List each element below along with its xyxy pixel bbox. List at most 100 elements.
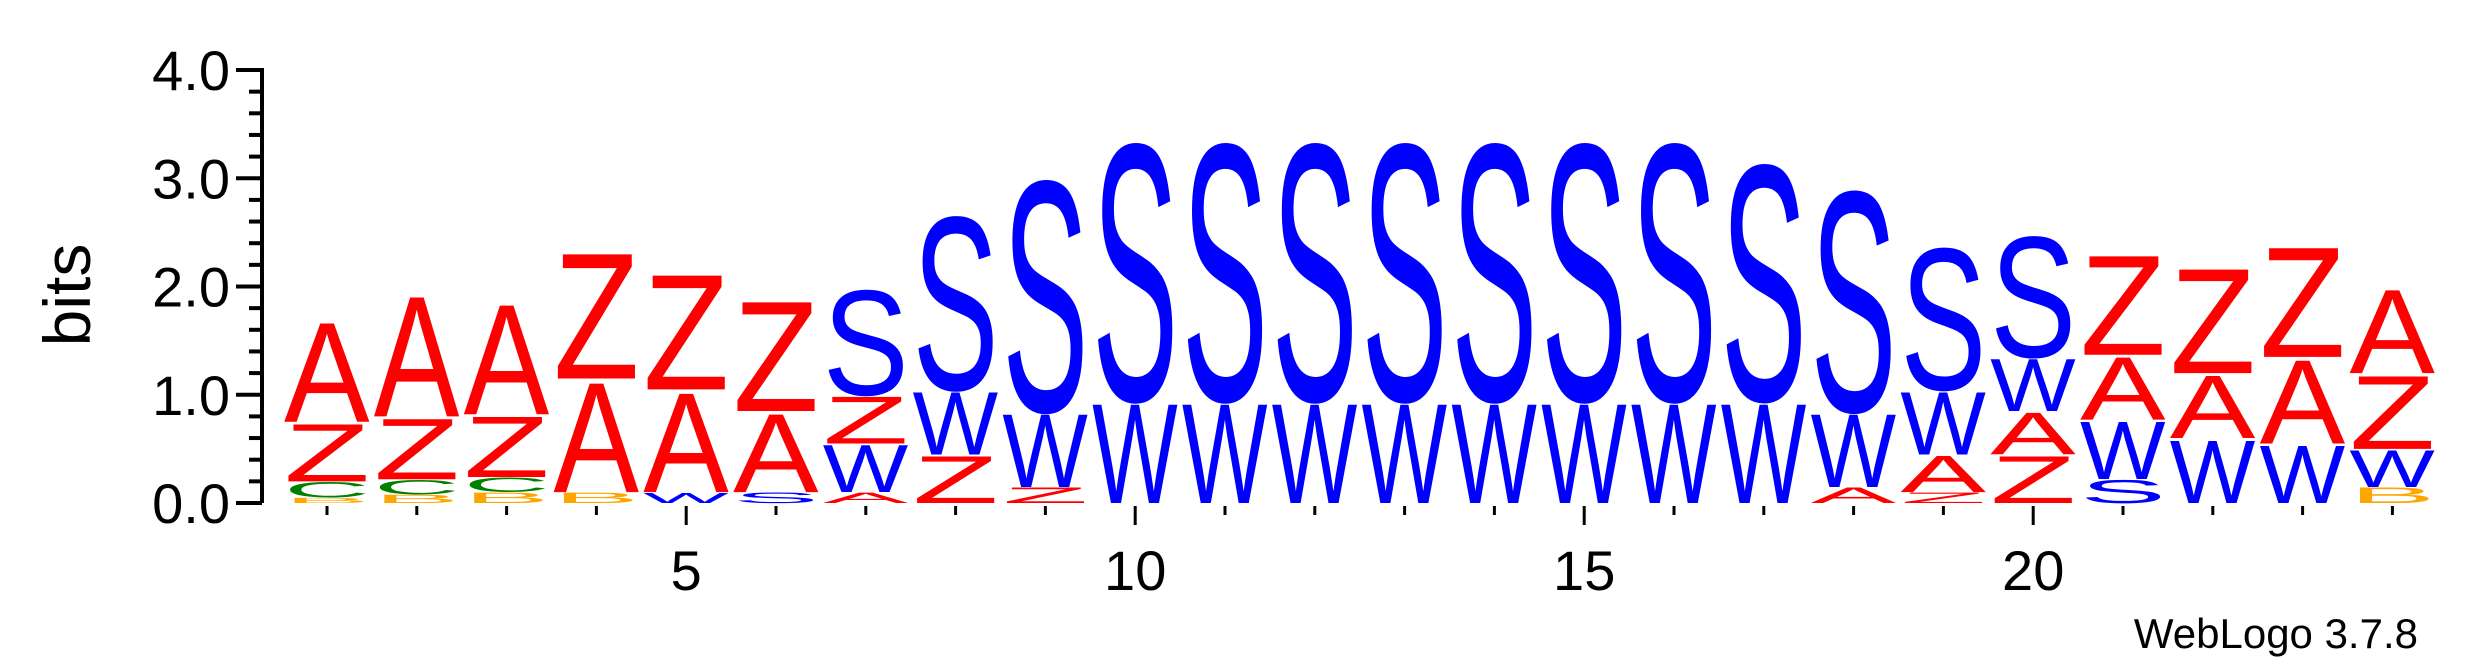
glyph-Z: Z bbox=[553, 217, 639, 418]
glyph-S: S bbox=[733, 490, 819, 507]
glyph-A: A bbox=[1811, 483, 1897, 508]
glyph-S: S bbox=[823, 258, 909, 427]
glyph-Z: Z bbox=[2080, 227, 2166, 386]
glyph-A: A bbox=[284, 292, 370, 452]
stack-position-8: ZWS bbox=[913, 165, 999, 518]
glyph-S: S bbox=[1990, 202, 2076, 395]
glyph-A: A bbox=[2260, 335, 2346, 469]
glyph-Z: Z bbox=[1900, 489, 1986, 506]
glyph-Z: Z bbox=[823, 383, 909, 458]
glyph-S: S bbox=[1721, 95, 1807, 473]
glyph-S: S bbox=[1451, 68, 1537, 479]
glyph-W: W bbox=[823, 431, 909, 506]
glyph-S: S bbox=[2080, 473, 2166, 510]
glyph-Z: Z bbox=[284, 407, 370, 499]
glyph-S: S bbox=[1272, 68, 1358, 479]
glyph-W: W bbox=[2349, 439, 2435, 498]
y-tick-label: 1.0 bbox=[152, 364, 230, 427]
glyph-A: A bbox=[823, 490, 909, 507]
glyph-B: B bbox=[2349, 483, 2435, 508]
glyph-A: A bbox=[374, 261, 460, 454]
glyph-C: C bbox=[374, 476, 460, 499]
stack-position-22: WAZ bbox=[2170, 237, 2256, 523]
glyph-S: S bbox=[1182, 68, 1268, 479]
glyph-A: A bbox=[2080, 338, 2166, 439]
glyph-A: A bbox=[643, 363, 729, 523]
glyph-C: C bbox=[464, 473, 550, 496]
stack-position-5: WAZ bbox=[643, 240, 729, 523]
glyph-W: W bbox=[643, 489, 729, 506]
y-tick-label: 3.0 bbox=[152, 147, 230, 210]
glyph-Z: Z bbox=[733, 268, 819, 444]
stack-position-4: BAZ bbox=[553, 217, 639, 526]
glyph-Z: Z bbox=[2170, 237, 2256, 405]
glyph-W: W bbox=[1900, 373, 1985, 474]
x-axis: 5 10 15 20 bbox=[325, 506, 2394, 602]
stack-position-9: ZWS bbox=[1002, 113, 1088, 509]
stack-position-17: WS bbox=[1721, 95, 1807, 534]
stack-position-13: WS bbox=[1362, 68, 1448, 534]
glyph-A: A bbox=[1990, 400, 2076, 467]
glyph-B: B bbox=[374, 492, 460, 505]
glyph-C: C bbox=[284, 477, 370, 502]
glyph-B: B bbox=[464, 490, 550, 507]
glyph-Z: Z bbox=[1002, 483, 1088, 508]
x-tick-label: 5 bbox=[671, 539, 702, 602]
glyph-S: S bbox=[1541, 68, 1627, 479]
stack-position-16: WS bbox=[1631, 68, 1717, 534]
glyph-Z: Z bbox=[374, 400, 460, 498]
y-tick-label: 4.0 bbox=[152, 39, 230, 102]
glyph-Z: Z bbox=[2349, 354, 2435, 472]
y-tick-label: 2.0 bbox=[152, 256, 230, 319]
glyph-B: B bbox=[284, 496, 370, 504]
x-tick-label: 10 bbox=[1104, 539, 1166, 602]
stack-position-23: WAZ bbox=[2260, 214, 2346, 521]
glyph-S: S bbox=[913, 165, 999, 442]
glyph-Z: Z bbox=[464, 398, 550, 496]
glyph-S: S bbox=[1631, 68, 1717, 479]
y-axis: 0.0 1.0 2.0 3.0 4.0 bbox=[152, 39, 264, 535]
glyph-S: S bbox=[1362, 68, 1448, 479]
stack-position-14: WS bbox=[1451, 68, 1537, 534]
glyph-A: A bbox=[733, 390, 819, 516]
x-tick-label: 15 bbox=[1553, 539, 1615, 602]
stack-position-15: WS bbox=[1541, 68, 1627, 534]
stack-position-18: AWS bbox=[1811, 127, 1897, 509]
glyph-A: A bbox=[553, 351, 639, 527]
glyph-A: A bbox=[2170, 357, 2256, 458]
stack-position-11: WS bbox=[1182, 68, 1268, 534]
glyph-Z: Z bbox=[1990, 442, 2076, 517]
glyph-S: S bbox=[1002, 113, 1088, 482]
glyph-S: S bbox=[1900, 207, 1986, 434]
stack-position-12: WS bbox=[1272, 68, 1358, 534]
glyph-Z: Z bbox=[2260, 214, 2346, 390]
glyph-Z: Z bbox=[913, 442, 999, 517]
glyph-A: A bbox=[1900, 444, 1986, 503]
glyph-B: B bbox=[553, 490, 639, 507]
glyph-S: S bbox=[1811, 127, 1897, 479]
y-axis-title: bits bbox=[30, 244, 104, 347]
glyph-Z: Z bbox=[643, 240, 729, 425]
y-tick-label: 0.0 bbox=[152, 472, 230, 535]
x-tick-label: 20 bbox=[2002, 539, 2064, 602]
glyph-W: W bbox=[2260, 430, 2346, 522]
glyph-W: W bbox=[1811, 391, 1897, 509]
glyph-W: W bbox=[1002, 391, 1088, 509]
stack-position-6: SAZ bbox=[733, 268, 819, 516]
glyph-S: S bbox=[1092, 68, 1178, 479]
weblogo-credit: WebLogo 3.7.8 bbox=[2134, 610, 2418, 657]
stack-position-10: WS bbox=[1092, 68, 1178, 534]
glyph-A: A bbox=[2349, 265, 2435, 399]
glyph-A: A bbox=[464, 273, 550, 449]
glyph-W: W bbox=[913, 373, 998, 474]
glyph-W: W bbox=[1990, 343, 2076, 427]
